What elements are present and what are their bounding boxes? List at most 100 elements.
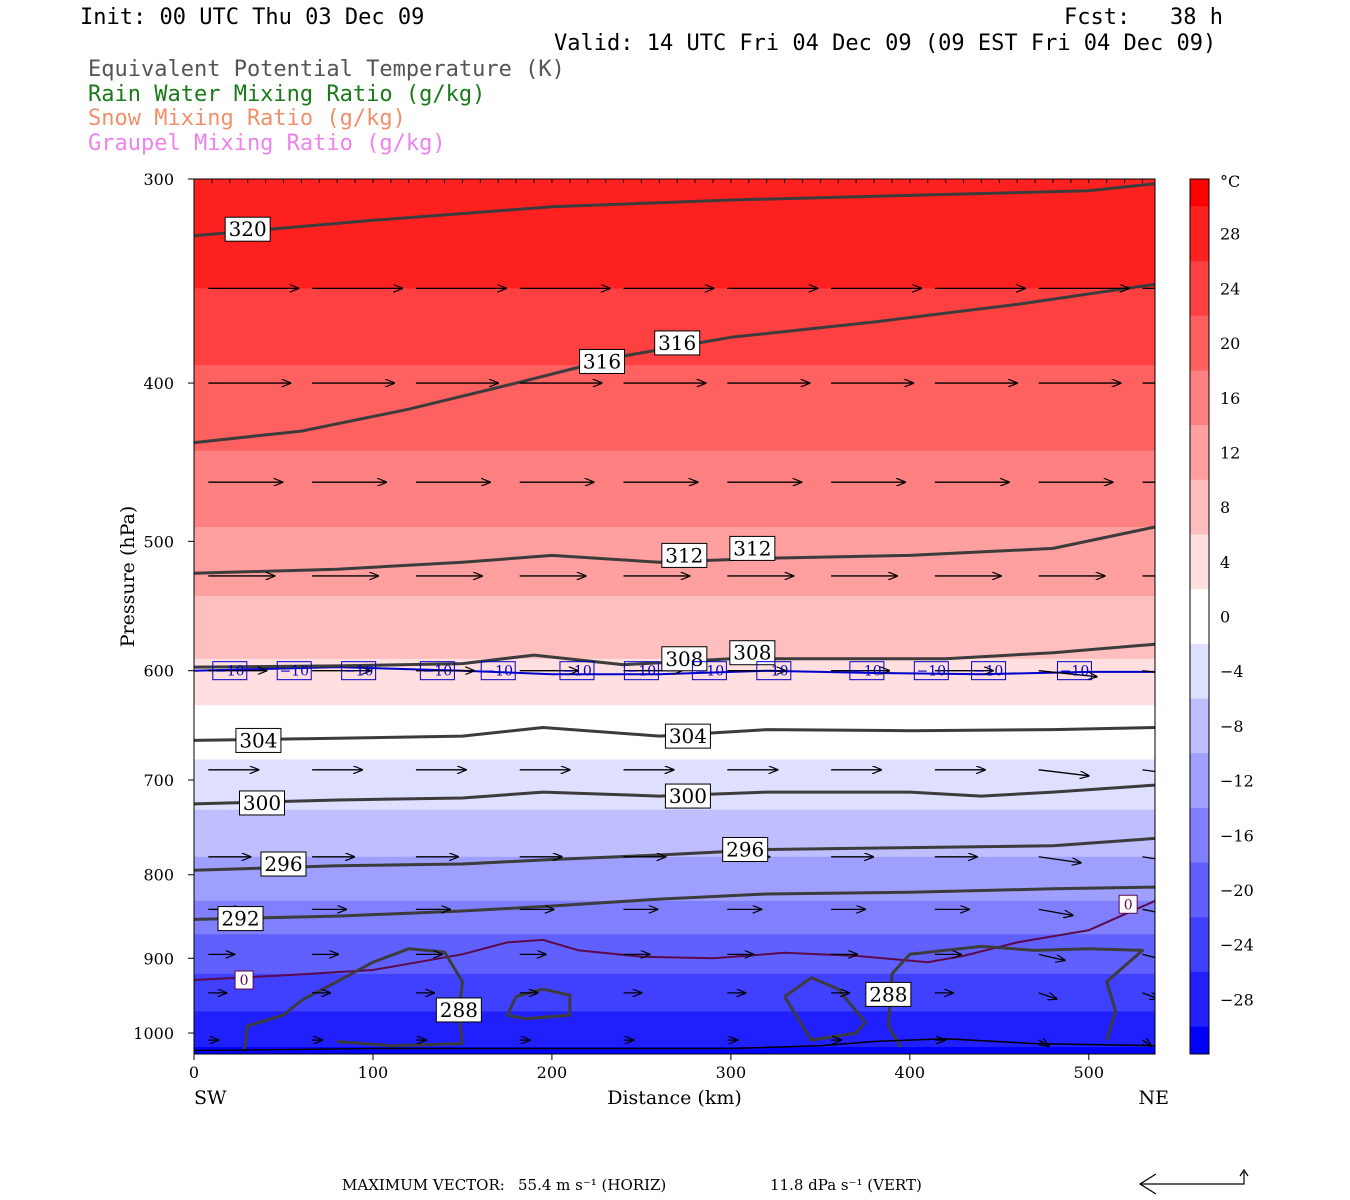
label-isoline-minus10: −10 <box>917 664 947 680</box>
colorbar-segment <box>1190 589 1209 617</box>
y-tick-label: 600 <box>143 662 174 681</box>
temperature-band <box>194 900 1155 910</box>
temperature-band <box>194 958 1155 967</box>
x-tick-label: 500 <box>1074 1063 1105 1082</box>
label-theta-308: 308 <box>733 641 771 665</box>
label-isoline-minus10: −10 <box>562 664 592 680</box>
colorbar-segment <box>1190 917 1209 946</box>
y-axis-title: Pressure (hPa) <box>117 506 139 648</box>
label-isoline-minus10-box <box>559 661 595 681</box>
label-isoline-minus10-box <box>913 661 949 681</box>
colorbar-segment <box>1190 999 1209 1028</box>
label-isoline-minus10-box <box>212 661 248 681</box>
label-theta-316-box <box>579 348 626 374</box>
theta-e-contour-288 <box>505 987 572 1021</box>
colorbar-tick-label: −12 <box>1220 772 1254 791</box>
temperature-band <box>194 693 1155 706</box>
colorbar-segment <box>1190 288 1209 317</box>
x-end-label-sw: SW <box>194 1087 227 1109</box>
colorbar-segment <box>1190 889 1209 918</box>
label-theta-288-box <box>435 997 482 1023</box>
label-theta-312-box <box>729 535 776 561</box>
colorbar-segment <box>1190 315 1209 344</box>
temperature-band <box>194 621 1155 635</box>
theta-e-contour-288 <box>242 947 464 1051</box>
temperature-band <box>194 942 1155 951</box>
wind-vector <box>1038 993 1057 999</box>
temperature-band <box>194 466 1155 483</box>
max-vector-vert: 11.8 dPa s⁻¹ (VERT) <box>770 1176 922 1194</box>
wind-vector <box>1142 670 1155 673</box>
temperature-band <box>194 934 1155 943</box>
wind-vector <box>1038 1040 1049 1046</box>
label-isoline-minus10-box <box>849 661 885 681</box>
temperature-band <box>194 346 1155 366</box>
wind-vectors <box>208 288 1155 1046</box>
label-isoline-minus10: −10 <box>759 664 789 680</box>
theta-e-contour-292 <box>194 885 1155 921</box>
temperature-band <box>194 966 1155 975</box>
colorbar-segment <box>1190 1026 1209 1055</box>
colorbar-segment <box>1190 616 1209 645</box>
wind-vector <box>1142 993 1155 999</box>
theta-e-contour-312 <box>194 525 1155 575</box>
wind-vector <box>1142 953 1155 959</box>
colorbar-tick-label: 12 <box>1220 443 1240 462</box>
colorbar-segment <box>1190 261 1209 289</box>
theta-e-contour-288 <box>783 976 867 1042</box>
label-isoline-minus10: −10 <box>344 664 374 680</box>
label-isoline-minus10: −10 <box>852 664 882 680</box>
label-theta-300: 300 <box>669 784 707 808</box>
colorbar-tick-label: 16 <box>1220 389 1240 408</box>
label-theta-312-box <box>661 542 708 568</box>
colorbar-segment <box>1190 807 1209 836</box>
temperature-band <box>194 1033 1155 1041</box>
label-isoline-0-box <box>1118 894 1138 914</box>
colorbar-tick-label: 0 <box>1220 608 1230 627</box>
temperature-band <box>194 682 1155 695</box>
label-isoline-minus10: −10 <box>974 664 1004 680</box>
colorbar-segment <box>1190 397 1209 426</box>
x-tick-label: 200 <box>537 1063 568 1082</box>
label-theta-300: 300 <box>243 791 281 815</box>
colorbar-segment <box>1190 179 1209 207</box>
temperature-band <box>194 828 1155 839</box>
label-isoline-minus10: −10 <box>627 664 657 680</box>
colorbar-segment <box>1190 370 1209 399</box>
reference-vector-icon <box>1138 1168 1249 1195</box>
y-tick-label: 300 <box>143 170 174 189</box>
label-theta-288: 288 <box>869 982 907 1006</box>
label-isoline-0-box <box>234 970 254 990</box>
colorbar-tick-label: 4 <box>1220 553 1230 572</box>
colorbar-segment <box>1190 835 1209 864</box>
plot-frame <box>193 178 1156 1055</box>
colorbar-tick-label: −8 <box>1220 717 1244 736</box>
temperature-band <box>194 400 1155 419</box>
wind-vector <box>1142 908 1155 913</box>
wind-vector <box>1142 1040 1151 1046</box>
isoline-minus10c <box>194 666 1155 676</box>
wind-vector <box>1038 908 1073 915</box>
wind-vector <box>1038 670 1097 677</box>
label-isoline-minus10-box <box>341 661 377 681</box>
colorbar-segment <box>1190 944 1209 973</box>
label-isoline-minus10: −10 <box>483 664 513 680</box>
temperature-band <box>194 1011 1155 1020</box>
colorbar-segment <box>1190 862 1209 891</box>
label-isoline-minus10: −10 <box>423 664 453 680</box>
label-isoline-minus10: −10 <box>279 664 309 680</box>
label-theta-308: 308 <box>665 647 703 671</box>
label-theta-304-box <box>235 727 282 753</box>
isoline-0c <box>194 899 1155 981</box>
theta-e-contour-320 <box>194 182 1155 238</box>
colorbar-segment <box>1190 780 1209 809</box>
temperature-band <box>194 1040 1155 1048</box>
x-tick-label: 0 <box>189 1063 199 1082</box>
temperature-band <box>194 634 1155 648</box>
label-theta-304: 304 <box>239 728 277 752</box>
temperature-band <box>194 202 1155 226</box>
wind-vector <box>1142 856 1155 860</box>
temperature-band <box>194 1025 1155 1034</box>
colorbar-segment <box>1190 643 1209 672</box>
